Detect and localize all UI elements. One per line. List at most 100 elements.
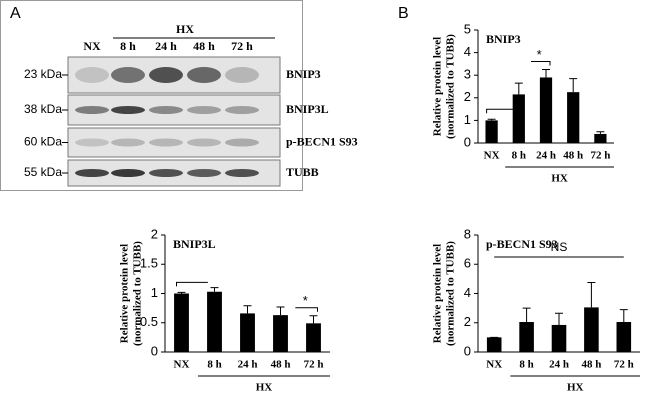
bar [174,293,189,352]
error-bar [542,69,550,78]
x-tick-label: 72 h [304,359,324,371]
blot-band [111,67,145,83]
protein-label: TUBB [286,165,319,179]
blot-band [225,169,259,177]
blot-band [75,67,109,83]
lane-label: 72 h [231,39,253,53]
chart-title: BNIP3 [486,32,521,46]
blot-band [75,138,109,147]
group-label: HX [551,173,568,185]
error-bar [569,78,578,93]
bar [306,323,321,352]
x-tick-label: 48 h [563,150,583,162]
blot-band [75,106,109,114]
error-bar [177,291,186,294]
bar [273,315,288,352]
annotation: * [303,293,308,308]
bar [594,133,607,143]
bracket [295,307,318,312]
lane-label: 8 h [120,39,136,53]
blot-band [225,138,259,147]
x-tick-label: 48 h [581,359,601,371]
x-tick-label: 24 h [238,359,258,371]
blot-band [187,138,221,147]
y-tick-label: 6 [464,256,471,271]
bar [567,92,580,143]
chart-title: BNIP3L [173,237,216,251]
blot-band [149,106,183,114]
bar [539,77,553,143]
y-tick-label: 2 [464,89,471,104]
bar [240,313,255,352]
annotation: * [537,47,542,62]
blot-band [75,169,109,177]
bar [551,324,567,352]
group-label: HX [176,22,194,36]
blot-band [187,106,221,114]
size-label: 60 kDa [24,135,62,149]
x-tick-label: 24 h [549,359,569,371]
blot-band [225,106,259,114]
x-tick-label: 8 h [519,359,533,371]
blot-band [111,138,145,147]
bar [616,322,632,352]
y-axis-label: Relative protein level [119,244,131,343]
error-bar [276,306,285,316]
y-axis-label: Relative protein level [432,37,444,136]
y-tick-label: 1 [464,112,471,127]
size-label: 23 kDa [24,67,62,81]
lane-label: 48 h [193,39,215,53]
error-bar [514,82,523,95]
y-axis-label: (normalized to TUBB) [132,241,144,346]
x-tick-label: 48 h [271,359,291,371]
blot-band [187,67,221,83]
error-bar [555,312,563,325]
blot-band [111,106,145,114]
y-tick-label: 1.5 [140,256,158,271]
y-tick-label: 0 [464,343,471,358]
y-tick-label: 1 [151,285,158,300]
y-tick-label: 3 [464,67,471,82]
bar [485,120,498,143]
y-tick-label: 0 [464,134,471,149]
bar [584,307,599,352]
error-bar [309,315,318,324]
lane-label: 24 h [155,39,177,53]
chart-title: p-BECN1 S93 [486,237,558,251]
y-tick-label: 8 [464,226,471,241]
blot-strip [67,94,281,126]
panel-a-frame [0,0,303,191]
blot-band [149,138,183,147]
x-tick-label: 72 h [614,359,634,371]
bracket [486,108,514,114]
y-tick-label: 4 [464,44,471,59]
bar [519,322,534,352]
error-bar [587,282,596,308]
annotation: NS [551,240,568,254]
blot-band [225,67,259,83]
y-axis-label: (normalized to TUBB) [445,34,457,139]
y-axis-label: (normalized to TUBB) [445,241,457,346]
y-tick-label: 2 [151,226,158,241]
x-tick-label: NX [486,359,502,371]
y-tick-label: 2 [464,314,471,329]
protein-label: BNIP3 [286,67,321,81]
size-label: 38 kDa [24,102,62,116]
bar [207,291,222,352]
y-tick-label: 0.5 [140,314,158,329]
panel-label: A [10,5,21,22]
panel-label: B [398,5,409,22]
group-label: HX [567,382,584,394]
x-tick-label: NX [174,359,190,371]
blot-band [111,169,145,177]
x-tick-label: 8 h [207,359,221,371]
y-tick-label: 0 [151,343,158,358]
blot-strip [67,127,281,158]
y-tick-label: 5 [464,21,471,36]
error-bar [210,287,219,292]
x-tick-label: 72 h [590,150,610,162]
bar [486,337,502,352]
blot-band [149,67,183,83]
error-bar [522,307,531,323]
